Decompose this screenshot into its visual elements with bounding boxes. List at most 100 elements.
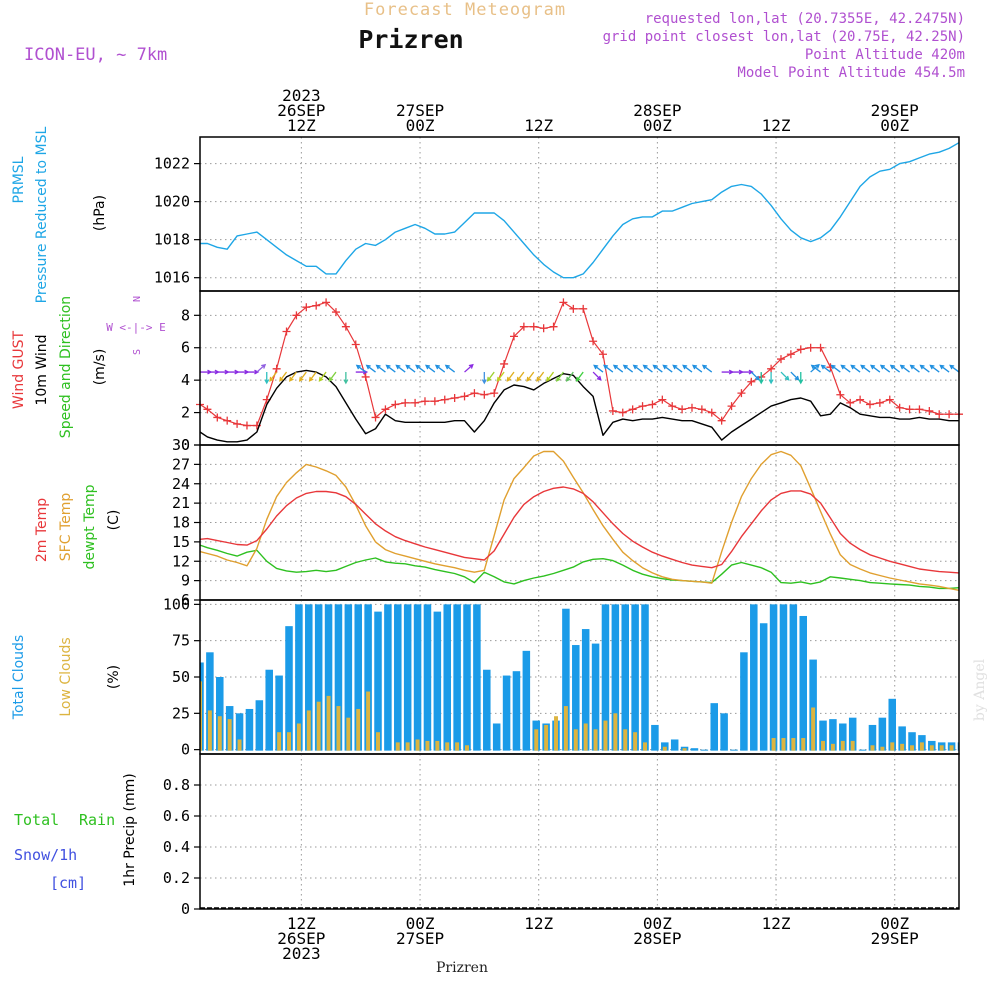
wind-arrow [919, 364, 930, 373]
total-cloud-bar [848, 717, 857, 751]
low-cloud-bar [346, 717, 351, 751]
wind-arrow [899, 364, 910, 373]
wind-arrow [632, 364, 643, 373]
model-altitude: Model Point Altitude 454.5m [737, 65, 965, 81]
top-time-label: 00Z [880, 116, 909, 135]
gust-point [559, 298, 568, 307]
low-cloud-bar [603, 720, 608, 751]
wind-tick-label: 8 [181, 306, 190, 324]
clouds-tick-label: 100 [163, 595, 190, 613]
low-cloud-bar [425, 740, 430, 751]
precip-rain-label: Rain [79, 811, 115, 829]
low-cloud-bar [217, 716, 222, 751]
total-cloud-bar [868, 724, 877, 751]
clouds-plot [200, 604, 959, 751]
wind-arrow [405, 364, 416, 373]
pressure-unit: (hPa) [92, 195, 108, 231]
low-cloud-bar [534, 729, 539, 751]
wind-tick-label: 6 [181, 339, 190, 357]
gust-point [658, 395, 667, 404]
gust-point [895, 403, 904, 412]
wind-arrow [612, 364, 624, 373]
model-name: ICON-EU, ~ 7km [24, 45, 167, 65]
gust-point [678, 405, 687, 414]
gust-point [213, 413, 222, 422]
wind-panel: 0 2 4 6 8 Wind GUST 10m Wind Speed and Direc… [11, 290, 963, 454]
precip-panel: 0 0.2 0.4 0.6 0.8 Total Rain Snow/1h [cm] 1h… [14, 753, 960, 918]
wind-arrow [682, 364, 693, 373]
gust-point [490, 389, 499, 398]
total-cloud-bar [423, 604, 432, 751]
wind-arrow [741, 369, 754, 375]
t2m-line [199, 486, 960, 574]
gust-point [648, 400, 657, 409]
low-cloud-bar [395, 742, 400, 751]
wind-10m-line [199, 369, 959, 443]
total-cloud-bar [295, 604, 303, 751]
clouds-tick-label: 75 [172, 632, 190, 650]
low-cloud-bar [316, 701, 321, 751]
wind-arrow [860, 364, 871, 373]
total-cloud-bar [581, 629, 590, 751]
low-cloud-bar [227, 719, 232, 751]
bottom-time-label: 29SEP [871, 929, 919, 948]
low-cloud-bar [929, 745, 934, 751]
temp-tick-label: 9 [181, 572, 190, 590]
gust-point [292, 311, 301, 320]
low-cloud-bar [910, 745, 915, 751]
wind-arrow [750, 371, 760, 381]
wind-arrow [721, 369, 735, 375]
wind-arrow [264, 372, 270, 385]
clouds-tick-label: 50 [172, 668, 190, 686]
wind-arrow [289, 371, 297, 382]
wind-arrow [701, 364, 713, 373]
gust-point [806, 343, 815, 352]
total-cloud-bar [334, 604, 343, 751]
total-cloud-bar [769, 604, 778, 751]
top-time-label: 27SEP [396, 101, 444, 120]
t2m-label: 2m Temp [34, 498, 50, 562]
total-cloud-bar [403, 604, 412, 751]
wind-gust-label: Wind GUST [11, 330, 27, 409]
wind-arrow [385, 364, 396, 373]
total-cloud-bar [265, 669, 273, 751]
total-cloud-bar [562, 608, 570, 751]
wind-arrow [556, 371, 564, 382]
low-cloud-bar [277, 732, 282, 751]
low-cloud-bar [356, 708, 361, 751]
gust-point [509, 332, 518, 341]
sfc-temp-label: SFC Temp [58, 493, 74, 562]
gridpoint-coords: grid point closest lon,lat (20.75E, 42.2… [603, 29, 965, 45]
low-cloud-bar [326, 695, 331, 751]
gust-point [371, 413, 380, 422]
wind-arrow [768, 372, 774, 385]
location-title: Prizren [358, 25, 463, 54]
total-cloud-bar [898, 726, 906, 751]
bottom-time-label: 12Z [287, 914, 316, 933]
low-cloud-bar [544, 724, 549, 751]
total-cloud-bar [601, 604, 610, 751]
wind-tick-label: 0 [181, 436, 190, 454]
gust-point [242, 421, 251, 430]
gust-point [589, 337, 598, 346]
compass-west-east: W <-|-> E [106, 321, 166, 334]
wind-speed-dir-label: Speed and Direction [58, 296, 74, 438]
wind-arrow [731, 369, 744, 375]
top-time-label: 00Z [643, 116, 672, 135]
low-cloud-bar [554, 716, 558, 751]
wind-arrow [790, 371, 800, 381]
gust-point [767, 364, 776, 373]
clouds-tick-label: 0 [181, 741, 190, 759]
total-cloud-bar [789, 604, 798, 751]
temp-unit: (C) [106, 510, 122, 531]
total-cloud-bar [710, 703, 718, 751]
gust-point [697, 405, 706, 414]
gust-point [905, 405, 914, 414]
wind-arrow [279, 371, 288, 382]
wind-arrow [652, 364, 663, 373]
precip-tick-label: 0.6 [163, 807, 190, 825]
low-cloud-bar [900, 743, 905, 751]
low-cloud-bar [593, 729, 598, 751]
